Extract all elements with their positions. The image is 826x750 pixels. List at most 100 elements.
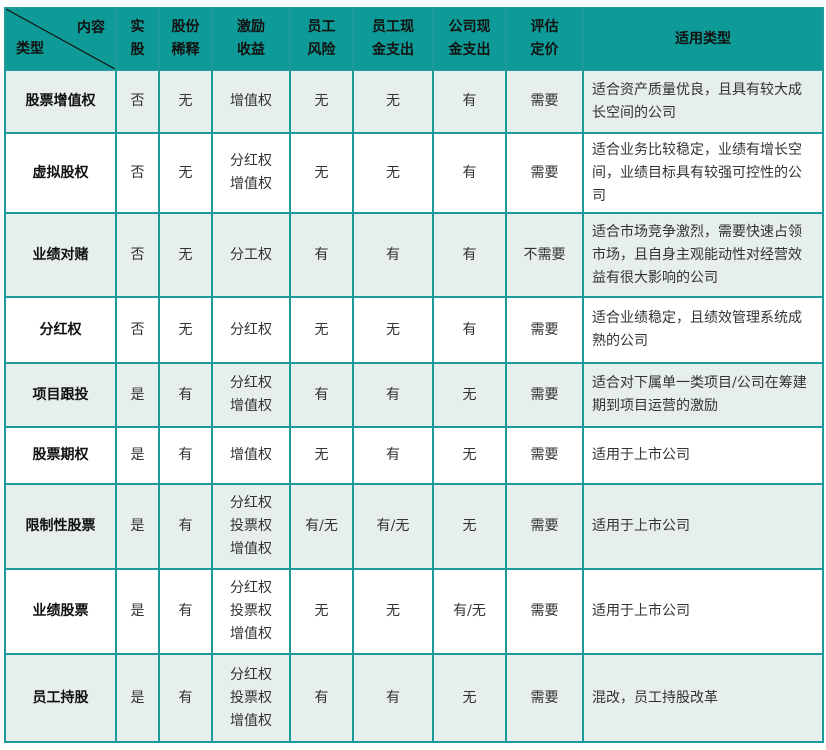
corner-header-cell: 内容 类型 <box>4 7 117 71</box>
table-cell: 无 <box>289 568 354 655</box>
table-cell: 有 <box>352 212 434 298</box>
applicable-type-cell: 适合市场竞争激烈，需要快速占领市场，且自身主观能动性对经营效益有很大影响的公司 <box>582 212 824 298</box>
table-cell: 有 <box>158 568 213 655</box>
row-type: 项目跟投 <box>4 362 117 428</box>
table-cell: 无 <box>352 568 434 655</box>
column-header: 实 股 <box>115 7 160 71</box>
table-cell: 有 <box>289 362 354 428</box>
table-cell: 有 <box>289 212 354 298</box>
applicable-type-cell: 适用于上市公司 <box>582 426 824 485</box>
table-cell: 是 <box>115 568 160 655</box>
table-cell: 分红权 <box>211 296 291 364</box>
table-cell: 否 <box>115 132 160 214</box>
column-header: 员工现 金支出 <box>352 7 434 71</box>
table-cell: 是 <box>115 426 160 485</box>
table-row: 员工持股是有分红权 投票权 增值权有有无需要 混改，员工持股改革 <box>4 653 824 743</box>
header-row: 内容 类型 实 股 股份 稀释 激励 收益 员工 风险 员工现 金支出 公司现 … <box>4 7 824 71</box>
table-cell: 否 <box>115 69 160 134</box>
applicable-type-cell: 混改，员工持股改革 <box>582 653 824 743</box>
row-type: 股票期权 <box>4 426 117 485</box>
table-row: 项目跟投是有分红权 增值权有有无需要 适合对下属单一类项目/公司在筹建期到项目运营… <box>4 362 824 428</box>
table-cell: 分红权 投票权 增值权 <box>211 483 291 570</box>
table-cell: 无 <box>289 426 354 485</box>
table-cell: 分工权 <box>211 212 291 298</box>
table-cell: 分红权 投票权 增值权 <box>211 653 291 743</box>
table-cell: 分红权 增值权 <box>211 132 291 214</box>
incentive-comparison-table: 内容 类型 实 股 股份 稀释 激励 收益 员工 风险 员工现 金支出 公司现 … <box>4 7 824 743</box>
table-cell: 无 <box>432 362 507 428</box>
table-row: 股票期权是有增值权无有无需要 适用于上市公司 <box>4 426 824 485</box>
table-cell: 需要 <box>505 653 584 743</box>
column-header: 激励 收益 <box>211 7 291 71</box>
corner-label-type: 类型 <box>16 41 44 57</box>
table-row: 业绩对赌否无分工权有有有不需要 适合市场竞争激烈，需要快速占领市场，且自身主观能动… <box>4 212 824 298</box>
table-cell: 增值权 <box>211 69 291 134</box>
table-cell: 无 <box>289 132 354 214</box>
table-cell: 无 <box>432 653 507 743</box>
corner-label-content: 内容 <box>77 20 105 36</box>
table-row: 虚拟股权否无分红权 增值权无无有需要 适合业务比较稳定，业绩有增长空间，业绩目标具… <box>4 132 824 214</box>
table-cell: 不需要 <box>505 212 584 298</box>
table-cell: 需要 <box>505 132 584 214</box>
table-cell: 需要 <box>505 296 584 364</box>
table-cell: 需要 <box>505 568 584 655</box>
table-cell: 需要 <box>505 483 584 570</box>
row-type: 虚拟股权 <box>4 132 117 214</box>
table-cell: 增值权 <box>211 426 291 485</box>
table-cell: 有 <box>432 296 507 364</box>
table-cell: 无 <box>352 69 434 134</box>
applicable-type-cell: 适合业绩稳定，且绩效管理系统成熟的公司 <box>582 296 824 364</box>
table-row: 股票增值权否无增值权无无有需要 适合资产质量优良，且具有较大成长空间的公司 <box>4 69 824 134</box>
column-header: 股份 稀释 <box>158 7 213 71</box>
table-cell: 有 <box>352 653 434 743</box>
row-type: 分红权 <box>4 296 117 364</box>
table-cell: 无 <box>352 132 434 214</box>
table-cell: 无 <box>432 483 507 570</box>
column-header: 评估 定价 <box>505 7 584 71</box>
row-type: 限制性股票 <box>4 483 117 570</box>
table-cell: 无 <box>432 426 507 485</box>
table-cell: 有 <box>352 426 434 485</box>
table-cell: 需要 <box>505 426 584 485</box>
table-cell: 有/无 <box>432 568 507 655</box>
table-row: 限制性股票是有分红权 投票权 增值权 有/无 有/无无需要 适用于上市公司 <box>4 483 824 570</box>
applicable-type-cell: 适合对下属单一类项目/公司在筹建期到项目运营的激励 <box>582 362 824 428</box>
table-cell: 有 <box>432 212 507 298</box>
table-cell: 有 <box>352 362 434 428</box>
column-header: 公司现 金支出 <box>432 7 507 71</box>
row-type: 业绩股票 <box>4 568 117 655</box>
table-cell: 有 <box>432 69 507 134</box>
table-cell: 需要 <box>505 362 584 428</box>
table-cell: 有 <box>432 132 507 214</box>
table-cell: 有 <box>158 426 213 485</box>
row-type: 业绩对赌 <box>4 212 117 298</box>
table-cell: 无 <box>289 69 354 134</box>
table-cell: 无 <box>289 296 354 364</box>
table-cell: 是 <box>115 483 160 570</box>
table-cell: 是 <box>115 362 160 428</box>
table-cell: 分红权 增值权 <box>211 362 291 428</box>
table-cell: 否 <box>115 212 160 298</box>
table-cell: 有/无 <box>289 483 354 570</box>
table-cell: 有 <box>158 653 213 743</box>
table-cell: 是 <box>115 653 160 743</box>
column-header: 适用类型 <box>582 7 824 71</box>
row-type: 股票增值权 <box>4 69 117 134</box>
table-cell: 无 <box>158 69 213 134</box>
applicable-type-cell: 适用于上市公司 <box>582 483 824 570</box>
applicable-type-cell: 适合业务比较稳定，业绩有增长空间，业绩目标具有较强可控性的公司 <box>582 132 824 214</box>
table-cell: 有 <box>158 483 213 570</box>
row-type: 员工持股 <box>4 653 117 743</box>
table-cell: 有 <box>158 362 213 428</box>
table-cell: 分红权 投票权 增值权 <box>211 568 291 655</box>
applicable-type-cell: 适合资产质量优良，且具有较大成长空间的公司 <box>582 69 824 134</box>
diagonal-divider <box>6 9 115 69</box>
applicable-type-cell: 适用于上市公司 <box>582 568 824 655</box>
table-cell: 有 <box>289 653 354 743</box>
table-cell: 有/无 <box>352 483 434 570</box>
table-cell: 无 <box>158 296 213 364</box>
column-header: 员工 风险 <box>289 7 354 71</box>
table-cell: 需要 <box>505 69 584 134</box>
table-row: 分红权否无分红权无无有需要 适合业绩稳定，且绩效管理系统成熟的公司 <box>4 296 824 364</box>
table-cell: 否 <box>115 296 160 364</box>
